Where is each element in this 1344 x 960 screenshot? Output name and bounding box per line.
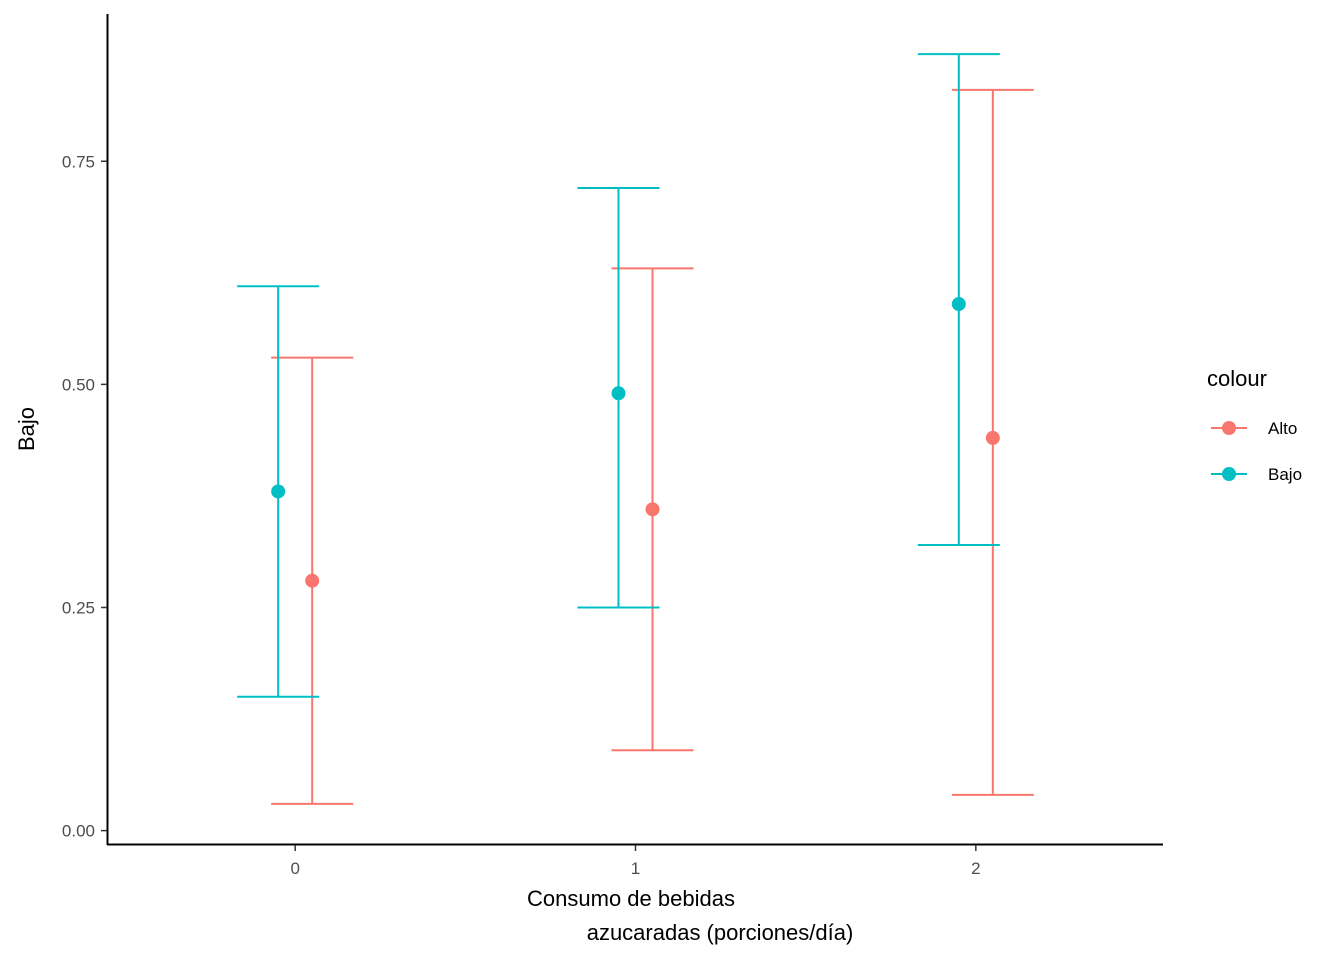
axes bbox=[106, 14, 1163, 846]
legend-label: Alto bbox=[1268, 419, 1297, 438]
legend-label: Bajo bbox=[1268, 465, 1302, 484]
point-bajo bbox=[611, 386, 626, 401]
series-layer bbox=[237, 53, 1034, 805]
legend-items: Alto Bajo bbox=[1211, 419, 1302, 484]
y-ticks: 0.00 0.25 0.50 0.75 bbox=[62, 152, 107, 841]
point-alto bbox=[305, 573, 320, 588]
legend-key-point bbox=[1222, 421, 1236, 435]
point-alto bbox=[985, 430, 1000, 445]
legend: colour Alto Bajo bbox=[1207, 366, 1302, 484]
y-tick-label: 0.75 bbox=[62, 152, 95, 171]
point-alto bbox=[645, 502, 660, 517]
y-tick-label: 0.50 bbox=[62, 375, 95, 394]
y-tick-label: 0.25 bbox=[62, 598, 95, 617]
x-tick-label: 1 bbox=[631, 859, 640, 878]
point-bajo bbox=[951, 297, 966, 312]
x-tick-label: 0 bbox=[290, 859, 299, 878]
y-axis-title: Bajo bbox=[14, 407, 39, 451]
point-bajo bbox=[271, 484, 286, 499]
x-tick-label: 2 bbox=[971, 859, 980, 878]
legend-title: colour bbox=[1207, 366, 1267, 391]
x-axis-title-line2: azucaradas (porciones/día) bbox=[587, 920, 854, 945]
x-ticks: 0 1 2 bbox=[290, 845, 981, 878]
x-axis-title-line1: Consumo de bebidas bbox=[527, 886, 735, 911]
legend-key-point bbox=[1222, 467, 1236, 481]
y-tick-label: 0.00 bbox=[62, 822, 95, 841]
